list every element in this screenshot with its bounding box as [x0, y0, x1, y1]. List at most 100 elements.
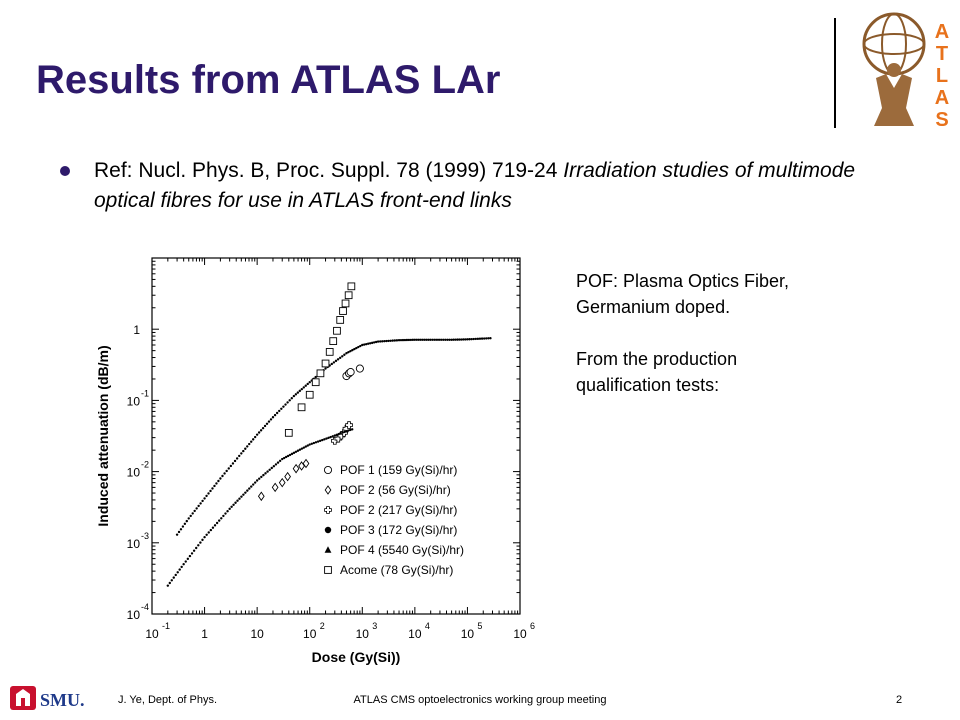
data-point: [336, 316, 345, 324]
data-point: [298, 461, 305, 471]
legend-entry: Acome (78 Gy(Si)/hr): [340, 563, 453, 577]
data-point: [262, 473, 265, 477]
note-line: POF: Plasma Optics Fiber,: [576, 271, 790, 291]
data-point: [423, 338, 426, 341]
data-point: [351, 348, 354, 352]
data-point: [335, 433, 338, 437]
data-point: [329, 435, 332, 439]
data-point: [425, 338, 428, 341]
data-point: [325, 348, 334, 356]
data-point: [221, 474, 224, 478]
data-point: [433, 338, 437, 341]
data-point: [224, 512, 227, 515]
side-note: POF: Plasma Optics Fiber, Germanium doped…: [576, 268, 906, 398]
data-point: [178, 568, 181, 571]
data-point: [284, 455, 288, 459]
data-point: [240, 495, 243, 498]
attenuation-chart: 10-11 10 102103104105106110-110-210-310-4D…: [95, 257, 535, 665]
data-point: [177, 530, 181, 534]
data-point: [240, 452, 243, 455]
data-point: [263, 424, 267, 428]
data-point: [336, 358, 340, 361]
data-point: [219, 477, 222, 480]
data-point: [333, 326, 341, 335]
data-point: [487, 337, 490, 340]
data-point: [370, 341, 374, 345]
data-point: [292, 451, 296, 455]
data-point: [321, 359, 330, 368]
data-point: [211, 487, 214, 490]
svg-text:ATLAS: ATLAS: [935, 21, 949, 131]
data-point: [462, 338, 465, 341]
data-point: [294, 393, 298, 396]
data-point: [452, 338, 455, 341]
data-point: [397, 339, 401, 342]
data-point: [278, 477, 286, 488]
footer-author: J. Ye, Dept. of Phys.: [118, 694, 218, 706]
data-point: [325, 437, 328, 440]
data-point: [387, 339, 390, 343]
data-point: [298, 389, 302, 393]
data-point: [368, 342, 372, 345]
data-point: [345, 429, 348, 433]
data-point: [235, 457, 239, 460]
data-point: [324, 367, 327, 370]
data-point: [230, 505, 233, 509]
data-point: [431, 338, 434, 341]
data-point: [470, 337, 473, 341]
data-point: [191, 512, 194, 515]
data-point: [186, 557, 190, 561]
data-point: [231, 462, 235, 465]
data-point: [476, 337, 480, 341]
data-point: [218, 519, 221, 522]
data-point: [298, 448, 302, 451]
data-point: [266, 470, 269, 473]
page-number: 2: [896, 694, 903, 706]
data-point: [393, 339, 397, 342]
x-tick-label: 10: [513, 627, 527, 641]
data-point: [361, 343, 364, 347]
data-point: [308, 443, 311, 446]
data-point: [376, 340, 380, 343]
data-point: [253, 435, 257, 439]
data-point: [456, 338, 459, 341]
data-point: [250, 440, 253, 443]
data-point: [226, 509, 229, 513]
data-point: [268, 468, 271, 471]
data-point: [172, 576, 175, 579]
data-point: [267, 420, 271, 423]
data-point: [185, 519, 189, 523]
legend-entry: POF 4 (5540 Gy(Si)/hr): [340, 543, 464, 557]
data-point: [448, 338, 451, 341]
reference-title: Irradiation studies of multimode optical…: [94, 159, 856, 212]
data-point: [314, 441, 318, 444]
data-point: [437, 338, 441, 341]
data-point: [391, 339, 394, 342]
data-point: [304, 384, 307, 387]
data-point: [183, 522, 187, 526]
data-point: [257, 491, 265, 502]
data-point: [258, 477, 261, 480]
data-point: [489, 337, 492, 340]
data-point: [244, 491, 247, 494]
data-point: [454, 338, 457, 341]
data-point: [215, 482, 218, 485]
data-point: [205, 494, 208, 498]
data-point: [312, 441, 316, 445]
data-point: [248, 487, 251, 490]
data-point: [460, 338, 463, 341]
data-point: [271, 416, 275, 419]
data-point: [170, 579, 173, 582]
data-point: [288, 399, 291, 402]
data-point: [347, 429, 350, 432]
smu-logo-icon: SMU.: [10, 686, 85, 710]
data-point: [466, 338, 469, 341]
data-point: [337, 432, 340, 436]
data-point: [329, 337, 338, 345]
slide-title: Results from ATLAS LAr: [36, 58, 501, 102]
data-point: [209, 489, 212, 493]
data-point: [217, 479, 220, 483]
data-point: [275, 411, 279, 415]
x-tick-label: 10: [461, 627, 475, 641]
data-point: [363, 343, 366, 346]
